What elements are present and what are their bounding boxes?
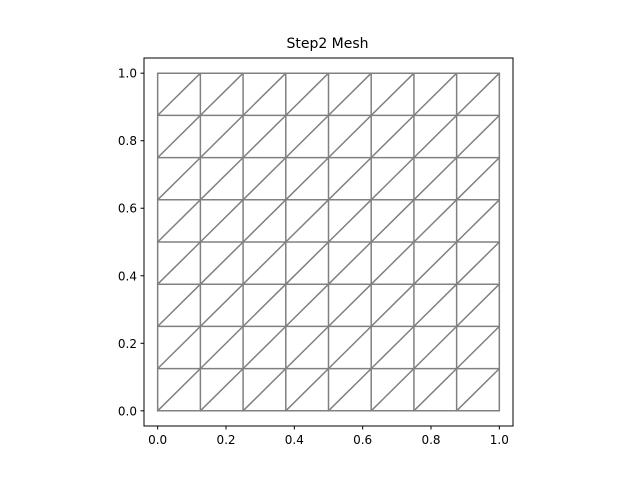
mesh-edge-diagonal — [285, 156, 330, 201]
mesh-edge-diagonal — [455, 114, 501, 159]
mesh-edge-diagonal — [156, 156, 202, 201]
mesh-edge-diagonal — [285, 241, 330, 285]
mesh-edge-diagonal — [370, 114, 415, 159]
mesh-edge-diagonal — [242, 199, 287, 243]
mesh-edge-diagonal — [199, 199, 244, 243]
mesh-edge-diagonal — [327, 325, 372, 370]
mesh-edge-diagonal — [156, 199, 202, 243]
mesh-edge-diagonal — [327, 241, 372, 285]
mesh-edge-diagonal — [156, 241, 202, 285]
x-tick-label: 0.4 — [285, 433, 304, 447]
mesh-edge-diagonal — [242, 156, 287, 201]
mesh-edge-diagonal — [327, 367, 372, 412]
mesh-edge-diagonal — [285, 283, 330, 328]
mesh-edge-diagonal — [370, 367, 415, 412]
mesh-edge-diagonal — [455, 199, 501, 243]
mesh-edge-diagonal — [242, 241, 287, 285]
mesh-edge-diagonal — [199, 241, 244, 285]
mesh-edge-diagonal — [156, 72, 202, 117]
mesh-edge-diagonal — [199, 114, 244, 159]
chart-title: Step2 Mesh — [286, 36, 368, 52]
y-tick-label: 0.2 — [118, 337, 137, 351]
mesh-edge-diagonal — [285, 114, 330, 159]
mesh-edge-diagonal — [370, 325, 415, 370]
x-tick-label: 1.0 — [490, 433, 509, 447]
mesh-edge-diagonal — [327, 283, 372, 328]
mesh-lines — [156, 72, 501, 412]
x-tick-label: 0.0 — [148, 433, 167, 447]
y-tick-label: 0.4 — [118, 269, 137, 283]
mesh-edge-diagonal — [370, 283, 415, 328]
mesh-edge-diagonal — [413, 367, 458, 412]
mesh-edge-diagonal — [455, 241, 501, 285]
x-tick-label: 0.6 — [353, 433, 372, 447]
mesh-edge-diagonal — [455, 72, 501, 117]
mesh-edge-diagonal — [242, 325, 287, 370]
mesh-edge-diagonal — [327, 114, 372, 159]
mesh-edge-diagonal — [370, 199, 415, 243]
mesh-edge-diagonal — [242, 283, 287, 328]
mesh-edge-diagonal — [327, 199, 372, 243]
mesh-edge-diagonal — [285, 367, 330, 412]
mesh-edge-diagonal — [285, 72, 330, 117]
mesh-edge-diagonal — [199, 156, 244, 201]
mesh-edge-diagonal — [156, 325, 202, 370]
mesh-edge-diagonal — [455, 283, 501, 328]
mesh-edge-diagonal — [413, 241, 458, 285]
mesh-edge-diagonal — [156, 367, 202, 412]
mesh-edge-diagonal — [413, 283, 458, 328]
mesh-edge-diagonal — [199, 325, 244, 370]
axes-frame — [143, 57, 514, 427]
mesh-edge-diagonal — [199, 367, 244, 412]
mesh-edge-diagonal — [327, 72, 372, 117]
mesh-edge-diagonal — [199, 283, 244, 328]
x-tick-label: 0.8 — [421, 433, 440, 447]
mesh-edge-diagonal — [413, 199, 458, 243]
x-tick-label: 0.2 — [216, 433, 235, 447]
y-tick-label: 1.0 — [118, 67, 137, 81]
mesh-edge-diagonal — [413, 325, 458, 370]
y-axis-ticks: 0.0 0.2 0.4 0.6 0.8 1.0 — [118, 67, 144, 418]
mesh-edge-diagonal — [285, 199, 330, 243]
mesh-edge-diagonal — [242, 72, 287, 117]
mesh-edge-diagonal — [370, 72, 415, 117]
mesh-edge-diagonal — [156, 283, 202, 328]
mesh-edge-diagonal — [156, 114, 202, 159]
mesh-edge-diagonal — [413, 114, 458, 159]
y-tick-label: 0.8 — [118, 134, 137, 148]
mesh-edge-diagonal — [285, 325, 330, 370]
y-tick-label: 0.6 — [118, 202, 137, 216]
mesh-edge-diagonal — [199, 72, 244, 117]
mesh-edge-diagonal — [455, 156, 501, 201]
y-tick-label: 0.0 — [118, 404, 137, 418]
mesh-edge-diagonal — [413, 72, 458, 117]
mesh-edge-diagonal — [413, 156, 458, 201]
x-axis-ticks: 0.0 0.2 0.4 0.6 0.8 1.0 — [148, 426, 509, 447]
mesh-edge-diagonal — [370, 241, 415, 285]
mesh-edge-diagonal — [242, 114, 287, 159]
mesh-edge-diagonal — [327, 156, 372, 201]
mesh-edge-diagonal — [370, 156, 415, 201]
mesh-edge-diagonal — [455, 325, 501, 370]
mesh-edge-diagonal — [242, 367, 287, 412]
mesh-edge-diagonal — [455, 367, 501, 412]
